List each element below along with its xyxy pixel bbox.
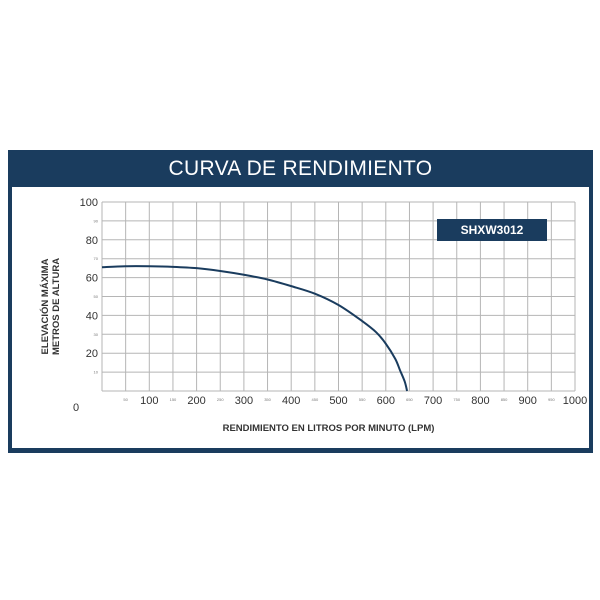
y-axis-label-line-1: ELEVACIÓN MÁXIMA [39,258,51,354]
x-minor-tick-label: 50 [123,397,128,402]
x-tick-label: 800 [471,395,489,407]
x-minor-tick-label: 250 [217,397,224,402]
x-tick-label: 500 [329,395,347,407]
x-tick-label: 600 [377,395,395,407]
x-axis-label: RENDIMIENTO EN LITROS POR MINUTO (LPM) [223,423,435,434]
x-minor-tick-label: 750 [453,397,460,402]
y-minor-tick-label: 50 [94,294,99,299]
performance-chart: 50 150 250 350 450 550 650 750 850 9501030507090 … [39,197,587,434]
y-axis-label: ELEVACIÓN MÁXIMA METROS DE ALTURA [39,258,62,355]
y-minor-tick-label: 70 [94,256,99,261]
x-minor-tick-label: 850 [501,397,508,402]
y-tick-label: 20 [86,348,98,360]
minor-tick-labels: 50 150 250 350 450 550 650 750 850 950 10 30 50 70 90 [94,218,556,402]
series-line-shxw3012 [101,265,409,392]
x-minor-tick-label: 450 [312,397,319,402]
chart-title: CURVA DE RENDIMIENTO [168,156,433,180]
y-tick-label: 60 [86,273,98,285]
x-tick-label: 200 [187,395,205,407]
x-tick-label: 1000 [563,395,587,407]
x-minor-tick-label: 650 [406,397,413,402]
x-tick-label: 100 [140,395,158,407]
plot-area: 50 150 250 350 450 550 650 750 850 950 10 30 50 70 90 … [12,187,589,448]
x-tick-label: 400 [282,395,300,407]
y-minor-tick-label: 10 [94,370,99,375]
y-axis-label-line-2: METROS DE ALTURA [51,258,62,355]
y-tick-label: 100 [80,197,98,209]
legend-badge-box [437,219,547,241]
x-axis-ticks: 100 200 300 400 500 600 700 800 900 1000 [140,395,587,407]
x-minor-tick-label: 550 [359,397,366,402]
y-axis-ticks: 20 40 60 80 100 [80,197,98,360]
y-tick-label: 40 [86,310,98,322]
y-tick-label: 80 [86,235,98,247]
x-minor-tick-label: 950 [548,397,555,402]
x-minor-tick-label: 350 [264,397,271,402]
origin-label: 0 [73,402,79,414]
x-tick-label: 700 [424,395,442,407]
x-tick-label: 900 [519,395,537,407]
x-tick-label: 300 [235,395,253,407]
x-minor-tick-label: 150 [170,397,177,402]
y-minor-tick-label: 30 [94,332,99,337]
grid [101,201,576,392]
chart-panel: CURVA DE RENDIMIENTO 50 150 250 350 450 550 65… [8,150,593,453]
legend-label: SHXW3012 [461,223,524,237]
y-minor-tick-label: 90 [94,218,99,223]
title-bar: CURVA DE RENDIMIENTO [8,150,593,187]
legend-badge: SHXW3012 [437,219,547,241]
